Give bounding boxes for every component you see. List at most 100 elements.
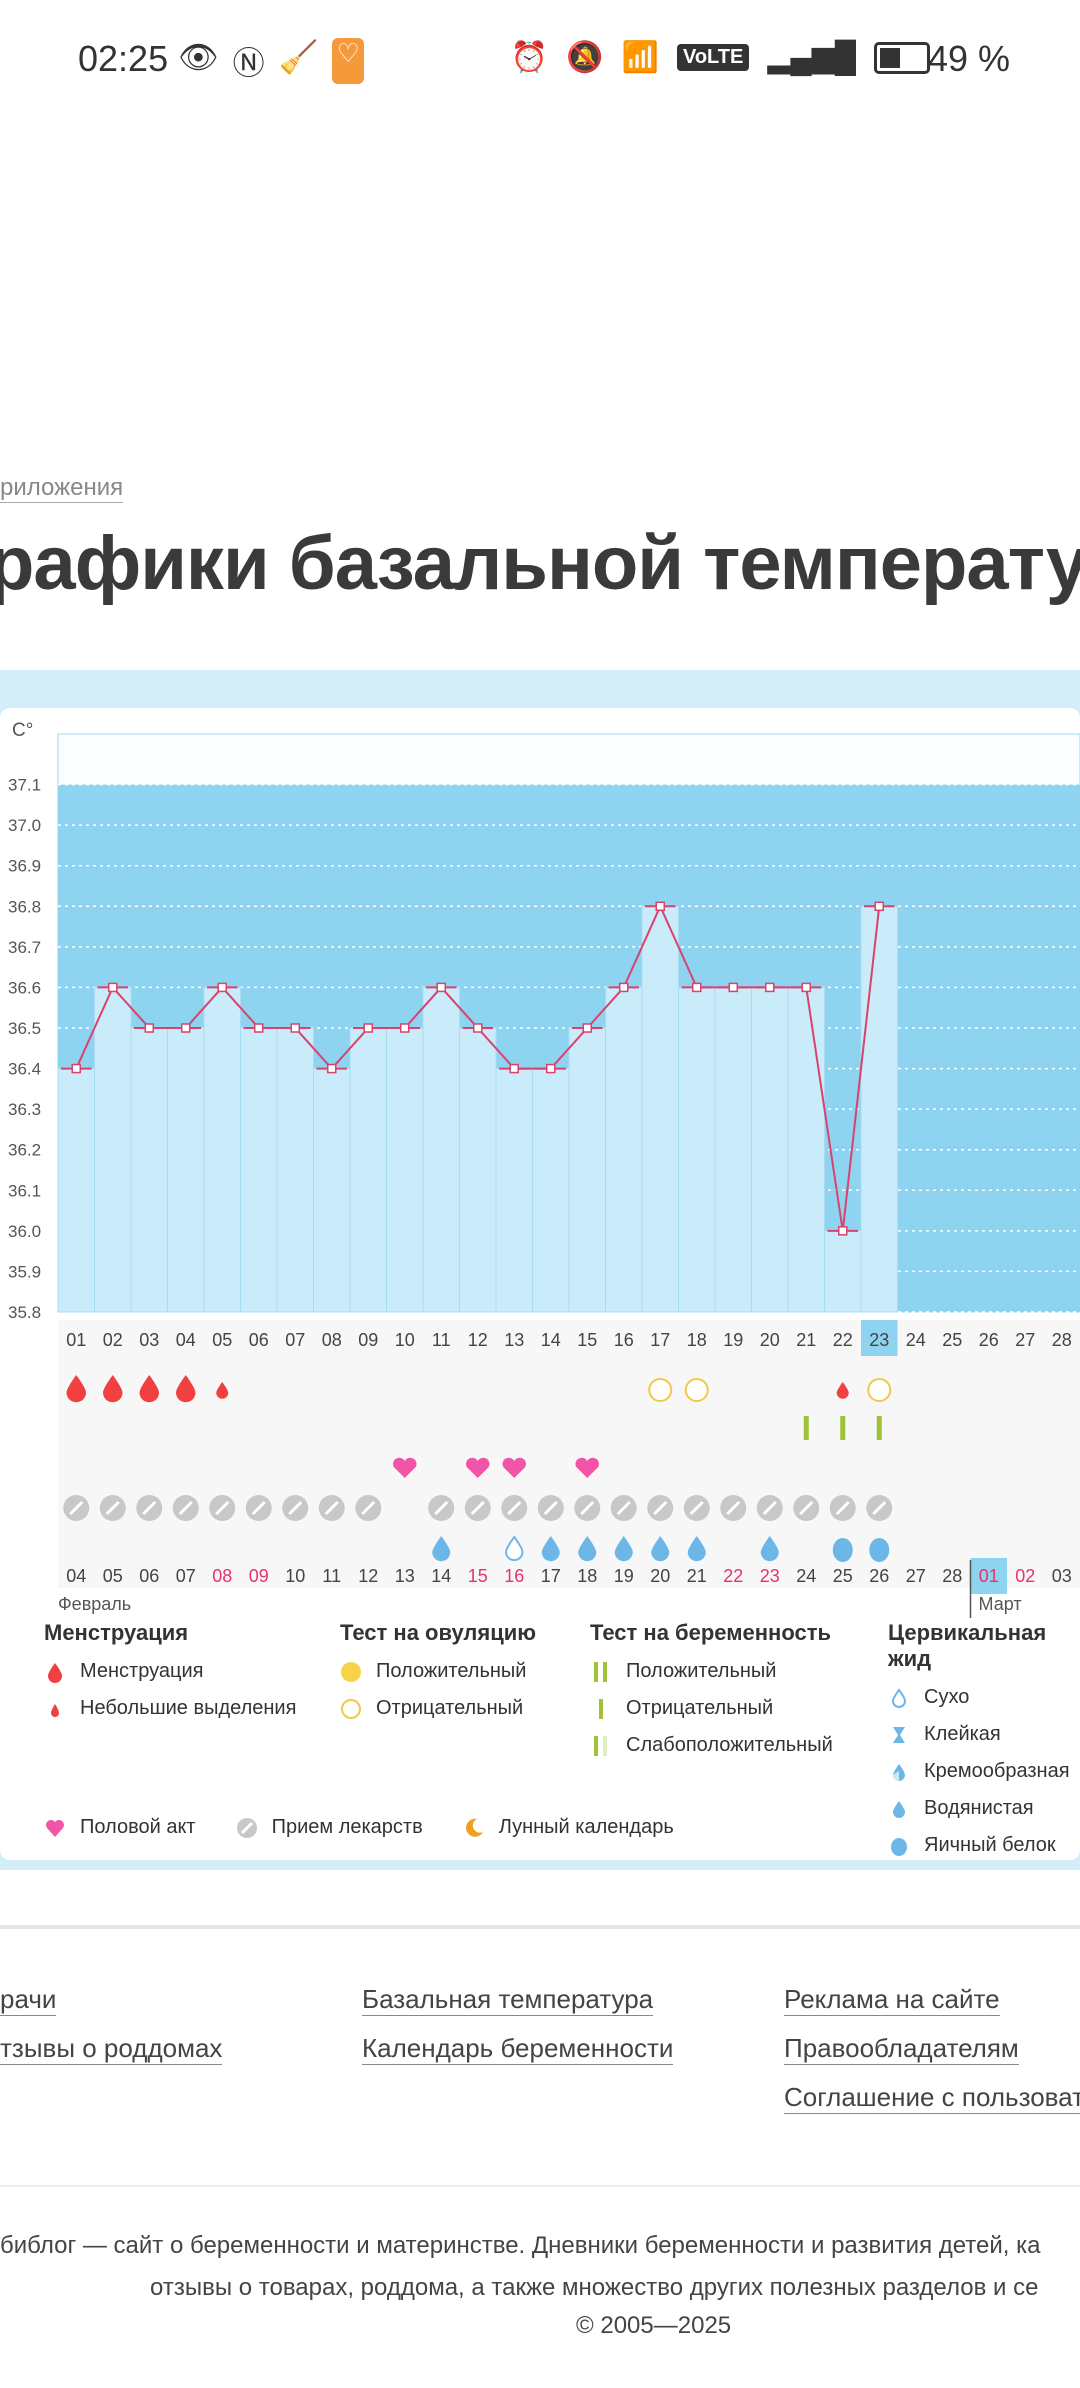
intercourse-heart	[465, 1457, 490, 1478]
y-tick-label: 36.6	[8, 978, 41, 997]
temperature-point	[144, 1023, 154, 1033]
footer-link-rights[interactable]: Правообладателям	[784, 2033, 1019, 2065]
status-icons-right: ⏰ 🔕 📶 VoLTE ▂▄▆█	[511, 40, 930, 75]
heart-icon	[46, 1819, 64, 1837]
cycle-day-label: 24	[906, 1330, 926, 1350]
y-tick-label: 35.8	[8, 1303, 41, 1322]
sticky-icon	[893, 1726, 905, 1743]
cervical-watery-mark	[432, 1536, 451, 1562]
date-label: 06	[139, 1566, 159, 1586]
footer-about-line1: библог — сайт о беременности и материнст…	[0, 2232, 1041, 2259]
footer-divider	[0, 1925, 1080, 1929]
temperature-point	[363, 1023, 373, 1033]
status-icons-left: 👁 Ⓝ 🧹 ♡	[178, 38, 364, 84]
medication-mark-stroke	[251, 1500, 266, 1516]
medication-mark-stroke	[580, 1500, 595, 1516]
wifi-icon: 📶	[621, 41, 659, 74]
footer-link-bbt[interactable]: Базальная температура	[362, 1984, 654, 2016]
date-label: 19	[614, 1566, 634, 1586]
temperature-point	[582, 1023, 592, 1033]
cycle-day-label: 11	[432, 1330, 451, 1350]
footer-copyright: © 2005—2025	[576, 2312, 732, 2339]
temperature-point	[692, 982, 702, 993]
legend-item: Менструация	[80, 1660, 204, 1682]
ovulation-negative-mark	[648, 1378, 673, 1402]
date-label: 28	[942, 1566, 962, 1586]
cervical-watery-mark	[578, 1536, 597, 1562]
cervical-watery-mark	[614, 1536, 633, 1562]
legend-item: Половой акт	[80, 1816, 196, 1838]
cycle-day-label: 10	[395, 1330, 415, 1350]
temperature-point	[254, 1023, 264, 1033]
footer-link-pregnancy-calendar[interactable]: Календарь беременности	[362, 2033, 674, 2065]
temperature-point	[217, 982, 227, 993]
medication-mark-stroke	[872, 1500, 887, 1516]
legend-item: Яичный белок	[924, 1834, 1056, 1856]
cycle-day-label: 16	[614, 1330, 634, 1350]
date-label: 05	[103, 1566, 123, 1586]
temperature-bar	[787, 986, 825, 1313]
cervical-eggwhite-mark	[869, 1538, 890, 1562]
medication-mark-stroke	[105, 1500, 120, 1516]
footer-link-doctors[interactable]: рачи	[0, 1984, 57, 2016]
cycle-day-label: 12	[468, 1330, 488, 1350]
y-tick-label: 36.8	[8, 897, 41, 916]
temperature-point	[546, 1063, 556, 1074]
cycle-day-label: 27	[1015, 1330, 1035, 1350]
temperature-bar	[167, 1027, 205, 1313]
date-label: 09	[249, 1566, 269, 1586]
legend-item: Водянистая	[924, 1797, 1034, 1819]
small-drop-icon	[51, 1703, 59, 1717]
temperature-point	[765, 982, 775, 993]
date-label: 18	[577, 1566, 597, 1586]
status-time: 02:25	[78, 38, 169, 79]
medication-mark-stroke	[69, 1500, 84, 1516]
medication-mark-stroke	[835, 1500, 850, 1516]
temperature-point	[509, 1063, 519, 1074]
legend-item: Слабоположительный	[626, 1734, 833, 1756]
today-date-highlight	[970, 1558, 1007, 1594]
date-label: 10	[285, 1566, 305, 1586]
legend-item: Лунный календарь	[498, 1816, 674, 1838]
cycle-day-label: 15	[577, 1330, 597, 1350]
legend-item: Положительный	[376, 1660, 527, 1682]
page-title: рафики базальной температур	[0, 521, 1080, 606]
temperature-bar	[94, 986, 132, 1313]
date-label: 24	[796, 1566, 816, 1586]
legend-title-ovulation: Тест на овуляцию	[340, 1620, 537, 1645]
temperature-point	[619, 982, 629, 993]
intercourse-heart	[502, 1457, 527, 1478]
medication-mark-stroke	[215, 1500, 230, 1516]
medication-mark-stroke	[689, 1500, 704, 1516]
y-tick-label: 36.1	[8, 1181, 41, 1200]
bbt-chart: 37.1 37.0 36.9 36.8 36.7 36.6 36.5 36.4 36.3 36.2…	[8, 720, 1080, 1618]
date-label: 16	[504, 1566, 524, 1586]
cycle-day-label: 18	[687, 1330, 707, 1350]
footer-separator	[0, 2185, 1080, 2187]
breadcrumb[interactable]: риложения	[0, 474, 124, 503]
temperature-bar	[824, 1230, 862, 1313]
medication-mark-stroke	[470, 1500, 485, 1516]
cycle-day-label: 23	[869, 1330, 889, 1350]
y-axis-label: C°	[12, 720, 33, 741]
ovulation-positive-icon	[341, 1661, 361, 1682]
y-tick-label: 37.1	[8, 776, 41, 795]
cycle-day-label: 03	[139, 1330, 159, 1350]
moon-icon	[465, 1818, 483, 1837]
legend-title-cervical: Цервикальная жид	[888, 1620, 1047, 1671]
footer-link-maternity-reviews[interactable]: тзывы о роддомах	[0, 2033, 223, 2065]
temperature-bar	[860, 905, 898, 1313]
legend-item: Отрицательный	[626, 1697, 774, 1719]
spotting-drop	[216, 1382, 229, 1399]
intercourse-heart	[392, 1457, 417, 1478]
cycle-day-label: 05	[212, 1330, 232, 1350]
cervical-watery-mark	[651, 1536, 670, 1562]
footer-link-ads[interactable]: Реклама на сайте	[784, 1984, 1000, 2016]
footer-link-agreement[interactable]: Соглашение с пользовате	[784, 2082, 1080, 2114]
date-label: 21	[687, 1566, 707, 1586]
legend-item: Небольшие выделения	[80, 1697, 297, 1719]
temperature-point	[655, 901, 665, 912]
date-label: 15	[468, 1566, 488, 1586]
medication-mark-stroke	[616, 1500, 631, 1516]
marker-rows-bg	[58, 1320, 1080, 1588]
